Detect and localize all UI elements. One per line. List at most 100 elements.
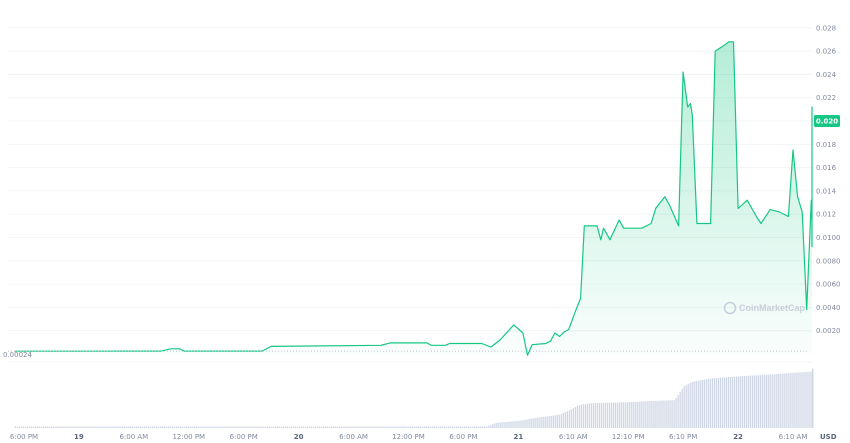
volume-bar — [431, 426, 434, 428]
x-tick-label: 12:00 PM — [172, 433, 205, 441]
volume-bar — [290, 426, 293, 428]
volume-bar — [133, 426, 135, 428]
volume-bar — [423, 426, 425, 428]
volume-bar — [256, 426, 258, 428]
volume-bar — [443, 426, 446, 428]
volume-bar — [733, 376, 736, 428]
volume-bar — [226, 426, 228, 428]
volume-bar — [171, 426, 174, 428]
volume-bar — [47, 426, 49, 428]
x-tick-label: 12:00 PM — [392, 433, 425, 441]
volume-bar — [405, 426, 407, 428]
volume-bar — [697, 380, 699, 428]
volume-bar — [137, 426, 139, 428]
volume-bar — [596, 403, 599, 428]
volume-bar — [415, 426, 417, 428]
volume-bar — [310, 426, 313, 428]
volume-bar — [39, 426, 41, 428]
volume-bar — [55, 426, 57, 428]
volume-bar — [151, 426, 154, 428]
volume-bar — [709, 378, 711, 428]
volume-bar — [417, 426, 419, 428]
volume-bar — [51, 426, 53, 428]
volume-bar — [276, 426, 278, 428]
volume-bar — [425, 426, 428, 428]
volume-bar — [679, 392, 681, 428]
volume-bar — [496, 422, 498, 428]
volume-bar — [635, 401, 637, 428]
volume-bar — [723, 377, 726, 428]
volume-bar — [20, 426, 23, 428]
watermark-text: CoinMarketCap — [739, 303, 806, 313]
volume-bar — [457, 426, 460, 428]
volume-bar — [331, 426, 333, 428]
volume-bar — [329, 426, 331, 428]
volume-bar — [687, 384, 689, 428]
volume-bar — [131, 426, 133, 428]
volume-bar — [365, 426, 367, 428]
volume-bar — [711, 378, 714, 428]
x-tick-label: 22 — [733, 433, 743, 441]
volume-bar — [472, 426, 474, 428]
volume-bar — [739, 376, 742, 428]
volume-bar — [427, 426, 430, 428]
volume-bar — [675, 397, 677, 428]
volume-bar — [198, 426, 200, 428]
volume-bar — [228, 426, 230, 428]
volume-bar — [246, 426, 248, 428]
volume-bar — [258, 426, 260, 428]
volume-bar — [248, 426, 250, 428]
volume-bar — [343, 426, 345, 428]
price-area — [14, 41, 813, 356]
volume-bar — [449, 426, 452, 428]
volume-bar — [399, 426, 401, 428]
volume-bar — [250, 426, 252, 428]
volume-bar — [318, 426, 321, 428]
volume-bar — [81, 426, 83, 428]
volume-bar — [461, 426, 464, 428]
volume-bar — [568, 410, 571, 428]
volume-bar — [796, 372, 798, 428]
volume-bar — [107, 426, 109, 428]
volume-bar — [49, 426, 51, 428]
volume-bar — [798, 372, 800, 428]
volume-bar — [429, 426, 432, 428]
x-tick-label: 6:10 AM — [779, 433, 808, 441]
volume-bar — [470, 426, 472, 428]
volume-bar — [719, 377, 722, 428]
volume-bar — [224, 426, 226, 428]
volume-bar — [335, 426, 337, 428]
volume-bar — [367, 426, 369, 428]
volume-bar — [284, 426, 287, 428]
volume-bar — [381, 426, 383, 428]
volume-bar — [71, 426, 73, 428]
volume-bar — [103, 426, 105, 428]
volume-bar — [282, 426, 285, 428]
x-tick-label: 19 — [74, 433, 84, 441]
volume-bar — [254, 426, 256, 428]
volume-bar — [169, 426, 172, 428]
volume-bar — [101, 426, 103, 428]
volume-bar — [371, 426, 373, 428]
volume-bar — [699, 380, 701, 428]
volume-bar — [522, 420, 524, 428]
volume-bar — [409, 426, 411, 428]
volume-bar — [230, 426, 232, 428]
volume-bar — [580, 404, 583, 428]
volume-bar — [393, 426, 395, 428]
volume-bar — [772, 374, 774, 428]
volume-bar — [357, 426, 359, 428]
y-tick-label: 0.0020 — [816, 327, 841, 335]
volume-bar — [30, 426, 33, 428]
start-price-label: 0.00024 — [3, 351, 32, 359]
volume-bar — [316, 426, 319, 428]
volume-bar — [602, 402, 605, 428]
volume-bar — [208, 426, 210, 428]
volume-bar — [727, 377, 730, 428]
volume-bar — [252, 426, 254, 428]
volume-bar — [363, 426, 365, 428]
volume-bar — [69, 426, 71, 428]
volume-bar — [506, 421, 508, 428]
volume-bar — [747, 375, 750, 428]
